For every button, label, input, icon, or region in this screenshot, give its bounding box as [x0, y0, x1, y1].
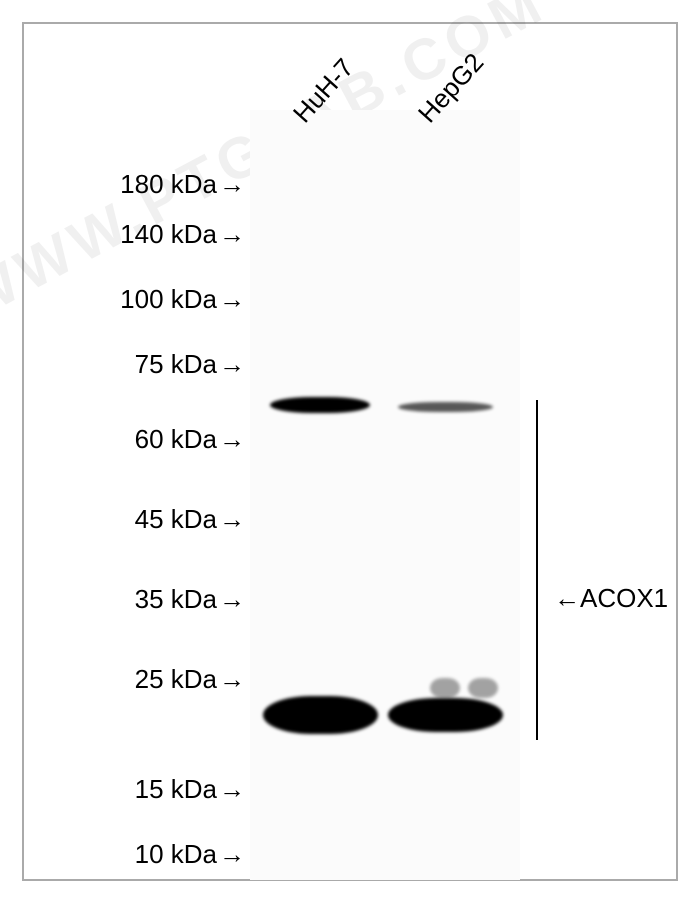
blot-membrane — [250, 110, 520, 880]
mw-label: 35 kDa→ — [100, 584, 245, 615]
mw-label: 180 kDa→ — [100, 169, 245, 200]
mw-label: 45 kDa→ — [100, 504, 245, 535]
arrow-right-icon: → — [219, 424, 245, 454]
arrow-left-icon: ← — [554, 583, 580, 613]
band — [398, 402, 493, 412]
arrow-right-icon: → — [219, 839, 245, 869]
arrow-right-icon: → — [219, 774, 245, 804]
arrow-right-icon: → — [219, 169, 245, 199]
arrow-right-icon: → — [219, 219, 245, 249]
mw-label: 25 kDa→ — [100, 664, 245, 695]
arrow-right-icon: → — [219, 584, 245, 614]
mw-label: 60 kDa→ — [100, 424, 245, 455]
band — [468, 678, 498, 698]
band — [388, 698, 503, 732]
mw-label: 140 kDa→ — [100, 219, 245, 250]
range-bracket — [536, 400, 538, 740]
mw-label: 75 kDa→ — [100, 349, 245, 380]
western-blot-figure: WWW.PTGLAB.COM HuH-7 HepG2 180 kDa→ 140 … — [0, 0, 700, 903]
target-label: ←ACOX1 — [554, 583, 668, 614]
band — [270, 397, 370, 413]
arrow-right-icon: → — [219, 284, 245, 314]
arrow-right-icon: → — [219, 349, 245, 379]
arrow-right-icon: → — [219, 664, 245, 694]
arrow-right-icon: → — [219, 504, 245, 534]
mw-label: 15 kDa→ — [100, 774, 245, 805]
band — [430, 678, 460, 698]
mw-label: 10 kDa→ — [100, 839, 245, 870]
band — [263, 696, 378, 734]
mw-label: 100 kDa→ — [100, 284, 245, 315]
